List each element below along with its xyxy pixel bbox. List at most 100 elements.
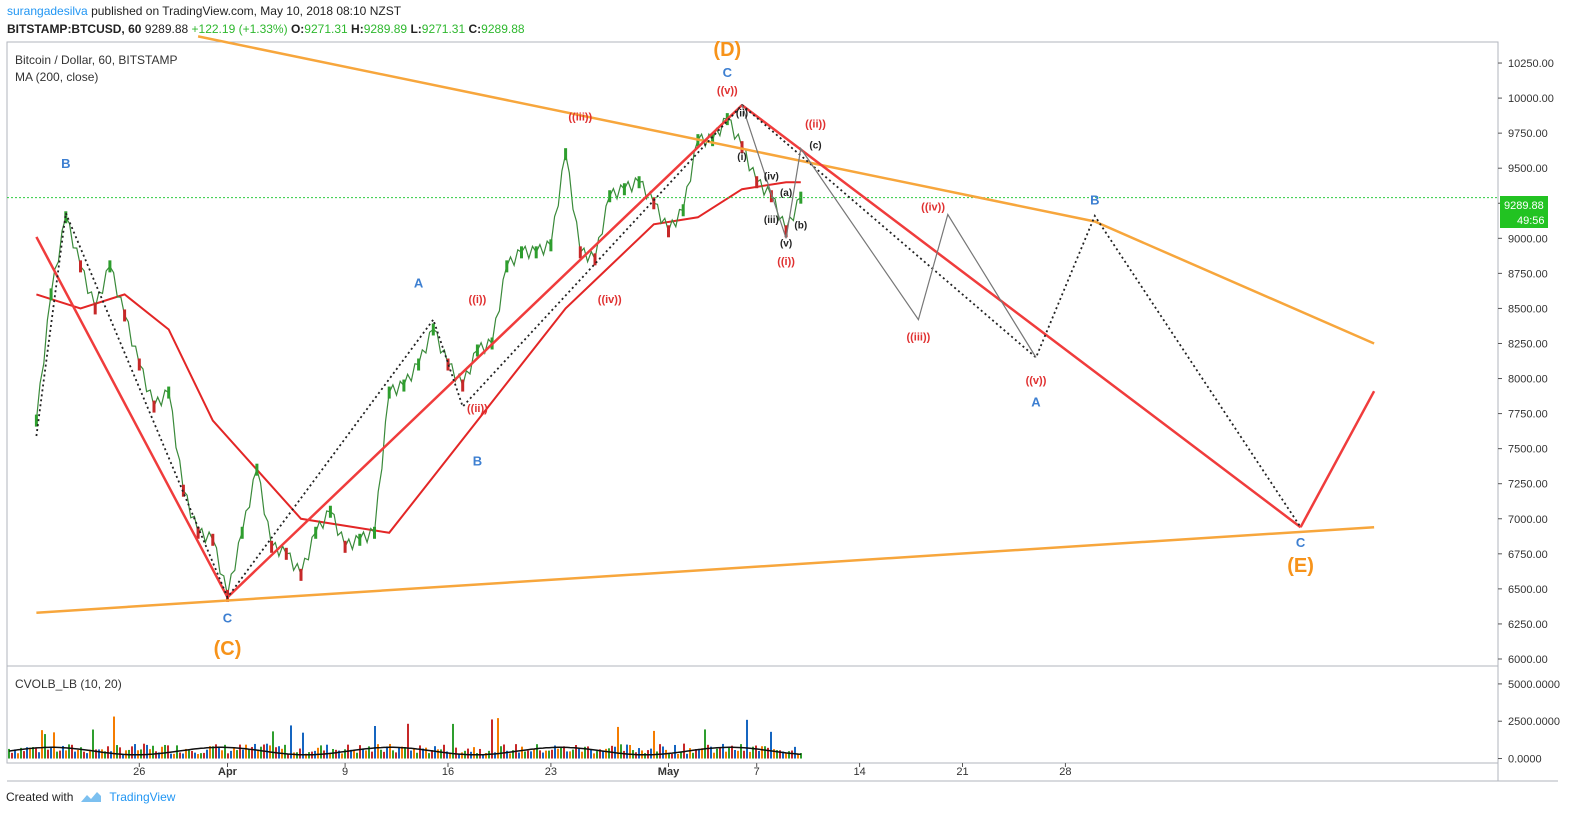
volume-bar — [260, 746, 262, 759]
ma200-line — [36, 181, 801, 534]
volume-bar — [230, 750, 232, 759]
volume-bar — [410, 750, 412, 759]
volume-bar — [455, 747, 457, 759]
x-tick-label: Apr — [218, 766, 238, 778]
volume-bar — [290, 725, 292, 759]
volume-bar — [680, 752, 682, 759]
wave-label: (iv) — [764, 171, 779, 182]
volume-bar — [335, 749, 337, 759]
volume-bar — [482, 754, 484, 759]
price-axis[interactable]: 10250.0010000.009750.009500.009250.00900… — [1498, 58, 1554, 666]
volume-bar — [110, 751, 112, 759]
x-tick-label: 7 — [754, 766, 760, 778]
volume-bar — [284, 744, 286, 759]
volume-bar — [545, 750, 547, 759]
volume-bar — [779, 750, 781, 759]
volume-bar — [41, 730, 43, 759]
volume-bar — [209, 746, 211, 759]
volume-bar — [527, 750, 529, 759]
volume-bar — [752, 746, 754, 759]
price-candle — [211, 533, 215, 546]
volume-bar — [419, 745, 421, 759]
volume-bar — [329, 753, 331, 759]
volume-bar — [479, 748, 481, 759]
price-candle — [711, 134, 715, 147]
price-candle — [769, 190, 773, 203]
volume-bar — [560, 747, 562, 759]
price-candle — [167, 386, 171, 399]
volume-bar — [698, 748, 700, 759]
wave-label: (c) — [809, 141, 821, 152]
volume-bar — [377, 744, 379, 759]
volume-bar — [476, 753, 478, 759]
volume-bar — [719, 747, 721, 759]
y-tick-label: 6750.00 — [1508, 549, 1548, 561]
red-wave-line-3 — [741, 104, 1302, 529]
ohlc-header: BITSTAMP:BTCUSD, 60 9289.88 +122.19 (+1.… — [7, 22, 525, 36]
wave-label: ((ii)) — [467, 403, 488, 415]
volume-bar — [119, 747, 121, 759]
wave-label: A — [414, 275, 424, 290]
volume-bar — [617, 726, 619, 759]
volume-bar — [503, 744, 505, 759]
price-candle — [402, 379, 406, 392]
volume-bar — [179, 752, 181, 759]
volume-bar — [494, 752, 496, 759]
volume-bar — [533, 748, 535, 759]
volume-bar — [581, 751, 583, 759]
volume-bar — [686, 753, 688, 759]
volume-bar — [770, 731, 772, 759]
volume-bar — [173, 753, 175, 759]
volume-tick-label: 0.0000 — [1508, 754, 1542, 766]
wave-label: (v) — [780, 239, 792, 250]
tradingview-link[interactable]: TradingView — [109, 790, 176, 804]
wave-label: (D) — [713, 39, 741, 61]
volume-bar — [695, 749, 697, 759]
volume-bar — [413, 748, 415, 759]
volume-bar — [572, 749, 574, 759]
volume-bar — [650, 748, 652, 759]
volume-bar — [32, 747, 34, 759]
price-candle — [108, 260, 112, 273]
volume-bar — [191, 750, 193, 759]
price-candle — [667, 225, 670, 238]
volume-bar — [383, 751, 385, 759]
price-candle — [387, 386, 391, 399]
volume-bar — [386, 746, 388, 759]
wave-label: B — [473, 453, 482, 468]
volume-bar — [659, 744, 661, 759]
tradingview-logo-icon[interactable] — [79, 790, 103, 804]
volume-bar — [398, 747, 400, 759]
author-link[interactable]: surangadesilva — [7, 4, 88, 18]
volume-bar — [158, 752, 160, 759]
volume-bar — [776, 750, 778, 759]
volume-bar — [590, 749, 592, 759]
volume-bar — [569, 751, 571, 759]
volume-bar — [11, 752, 13, 759]
volume-bar — [74, 751, 76, 759]
volume-bar — [113, 716, 115, 759]
volume-bar — [422, 748, 424, 759]
price-candle — [534, 246, 538, 259]
volume-bar — [593, 753, 595, 759]
volume-bar — [71, 744, 73, 759]
volume-bar — [344, 749, 346, 759]
volume-bar — [44, 734, 46, 759]
volume-bar — [557, 748, 559, 759]
wave-label: (a) — [780, 188, 792, 199]
published-text: published on TradingView.com, May 10, 20… — [91, 4, 402, 18]
x-tick-label: 21 — [956, 766, 968, 778]
volume-bar — [740, 744, 742, 759]
price-candle — [123, 309, 127, 322]
volume-bar — [215, 744, 217, 759]
volume-bar — [497, 718, 499, 759]
volume-bar — [134, 744, 136, 759]
close-value: 9289.88 — [481, 22, 525, 36]
volume-bar — [623, 750, 625, 759]
volume-bar — [548, 750, 550, 759]
time-axis[interactable]: 26 Apr 9 16 23 May 7 14 21 28 — [133, 763, 1072, 778]
volume-bar — [203, 752, 205, 759]
volume-bar — [299, 748, 301, 759]
volume-bar — [785, 752, 787, 759]
